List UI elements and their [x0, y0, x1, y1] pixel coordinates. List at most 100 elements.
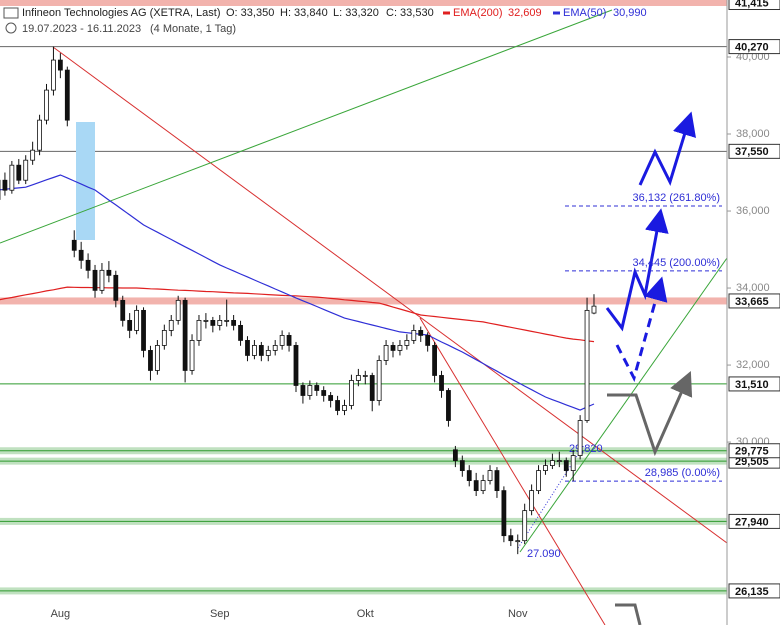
fib-label: 36,132 (261.80%)	[633, 192, 720, 204]
y-tick-label: 38,000	[736, 128, 770, 140]
scenario-arrow	[605, 208, 669, 332]
x-tick-label: Nov	[508, 608, 528, 620]
candle-body	[536, 470, 541, 492]
x-tick-label: Aug	[51, 608, 71, 620]
candle-body	[321, 390, 327, 396]
candle-body	[168, 319, 174, 331]
y-tick-label: 34,000	[736, 282, 770, 294]
scenario-arrow	[615, 276, 668, 383]
chart-title: Infineon Technologies AG (XETRA, Last)	[22, 7, 221, 19]
level-box	[728, 513, 780, 529]
quote-close: C: 33,530	[386, 7, 434, 19]
quote-low: L: 33,320	[333, 7, 379, 19]
candle-body	[279, 335, 285, 346]
candle-body	[577, 420, 583, 456]
candle-body	[224, 319, 230, 322]
candle-body	[307, 385, 313, 396]
candle-body	[106, 269, 112, 276]
candle-body	[355, 375, 361, 381]
candle-body	[362, 375, 368, 377]
y-tick-label: 36,000	[736, 205, 770, 217]
candle-body	[154, 345, 160, 371]
level-label: 40,270	[735, 42, 769, 54]
candle-body	[113, 274, 119, 301]
candle-body	[501, 490, 507, 537]
candle-body	[127, 319, 133, 331]
candle-body	[148, 350, 153, 371]
candle-body	[141, 309, 146, 351]
level-box	[728, 583, 780, 599]
candle-body	[556, 460, 562, 462]
levels	[0, 0, 727, 595]
fib-label: 28,985 (0.00%)	[645, 467, 720, 479]
x-tick-label: Sep	[210, 608, 230, 620]
candle-body	[529, 490, 535, 512]
axis-area	[727, 0, 780, 625]
candle-body	[466, 470, 472, 481]
plot: 36,132 (261.80%) 34,445 (200.00%) 28,985 (…	[0, 46, 722, 560]
candle-body	[335, 400, 340, 411]
level-box	[728, 0, 780, 11]
annotation: 29,820	[569, 443, 603, 455]
candle-body	[92, 269, 98, 291]
candle-body	[64, 69, 70, 121]
candle-body	[487, 470, 493, 481]
candle-body	[252, 345, 257, 356]
candle-body	[383, 345, 389, 361]
candle-body	[272, 345, 278, 351]
ema-line	[0, 286, 595, 343]
candle-body	[411, 330, 417, 341]
highlight-box	[76, 122, 95, 240]
x-tick-label: Okt	[357, 608, 374, 620]
candle-body	[459, 460, 465, 471]
legend-label: EMA(200)	[453, 7, 503, 19]
candle-body	[390, 345, 396, 351]
candle-body	[203, 319, 209, 322]
candle-body	[30, 149, 36, 161]
candle-body	[71, 239, 77, 251]
level-label: 41,415	[735, 0, 769, 9]
level-label: 26,135	[735, 586, 769, 598]
candle-body	[452, 449, 458, 461]
quote-high: H: 33,840	[280, 7, 328, 19]
candle-body	[2, 179, 8, 191]
level-box	[728, 443, 780, 459]
candle-body	[23, 159, 29, 181]
candle-body	[376, 360, 382, 401]
candle-body	[314, 385, 320, 391]
candle-body	[258, 345, 264, 356]
candle-body	[543, 465, 548, 471]
fib-label: 34,445 (200.00%)	[633, 257, 720, 269]
level-box	[728, 39, 780, 55]
trend-line	[519, 257, 727, 553]
candle-body	[9, 164, 15, 191]
candle-body	[231, 319, 237, 326]
level-box	[728, 293, 780, 309]
candle-body	[37, 119, 42, 151]
candle-body	[182, 299, 188, 371]
candle-body	[446, 390, 451, 421]
legend-value: 32,609	[508, 7, 542, 19]
trend-line	[0, 9, 613, 244]
candle-body	[51, 59, 56, 91]
candle-body	[508, 535, 514, 542]
candle-body	[425, 335, 431, 346]
candle-body	[439, 375, 444, 391]
candle-body	[161, 330, 167, 346]
candle-body	[584, 309, 590, 421]
chart-icon	[3, 7, 19, 19]
quote-open: O: 33,350	[226, 7, 274, 19]
candle-body	[238, 325, 243, 341]
candle-body	[78, 249, 84, 261]
candle-body	[480, 480, 486, 492]
scenario-arrow	[615, 603, 642, 625]
candle-body	[217, 319, 223, 326]
candle-body	[563, 460, 569, 471]
level-box	[728, 143, 780, 159]
candle-body	[369, 375, 375, 401]
candle-body	[342, 405, 347, 411]
candle-body	[210, 319, 216, 326]
candle-body	[591, 305, 597, 314]
candle-body	[300, 385, 306, 396]
drawings	[0, 9, 727, 625]
